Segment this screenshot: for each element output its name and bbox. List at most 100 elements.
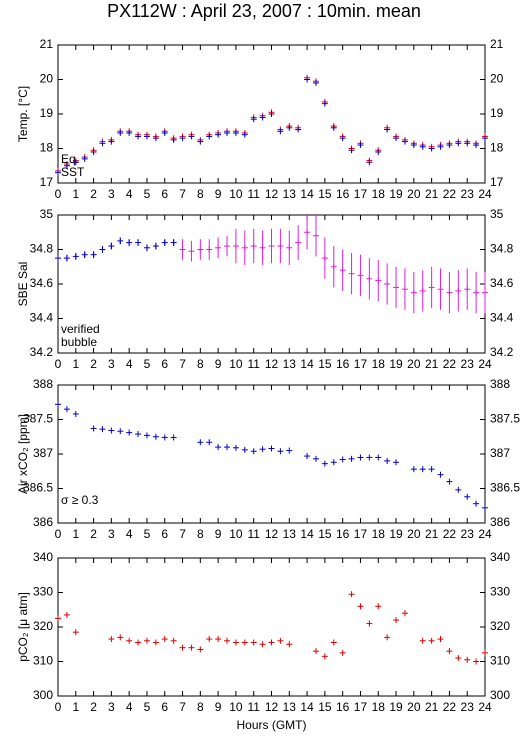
point [366,159,373,166]
point [215,244,222,251]
y-tick-label: 310 [490,654,510,668]
x-tick-label: 21 [425,700,439,714]
point [143,637,150,644]
point [312,648,319,655]
point [188,644,195,651]
point [410,142,417,149]
point [401,286,408,293]
point [126,637,133,644]
point [268,639,275,646]
x-tick-label: 13 [283,187,297,201]
x-tick-label: 22 [443,187,457,201]
x-tick-label: 0 [55,527,62,541]
y-tick-label: 19 [40,106,54,120]
point [188,133,195,140]
x-tick-label: 5 [144,527,151,541]
point [375,454,382,461]
point [90,425,97,432]
x-tick-label: 11 [247,187,260,201]
x-tick-label: 13 [283,357,297,371]
x-tick-label: 16 [336,187,350,201]
point [304,76,311,83]
point [295,239,302,246]
point [419,637,426,644]
point [312,232,319,239]
y-tick-label: 310 [33,654,53,668]
point [268,445,275,452]
point [250,639,257,646]
point [108,427,115,434]
plot-frame [57,384,486,524]
point [286,641,293,648]
point [241,446,248,453]
x-tick-label: 15 [318,187,332,201]
point [63,162,70,169]
point [197,646,204,653]
point [410,466,417,473]
x-tick-label: 22 [443,527,457,541]
point [143,133,150,140]
point [455,486,462,493]
y-tick-label: 34.6 [30,276,54,290]
x-tick-label: 16 [336,527,350,541]
point [55,255,61,262]
point [170,434,177,441]
x-tick-label: 14 [300,187,314,201]
point [161,636,168,643]
point [419,143,426,150]
point [473,658,480,665]
point [259,641,266,648]
x-tick-label: 5 [144,187,151,201]
x-tick-label: 22 [443,357,457,371]
x-tick-label: 15 [318,527,332,541]
point [161,129,168,136]
point [339,135,346,142]
x-tick-label: 17 [354,700,368,714]
y-tick-label: 21 [40,37,54,51]
x-tick-label: 7 [179,527,186,541]
x-tick-label: 1 [72,357,79,371]
point [321,100,328,107]
y-tick-label: 340 [33,550,53,564]
point [108,243,115,250]
point [143,432,150,439]
point [401,610,408,617]
point [126,239,133,246]
point [268,111,275,117]
point [330,263,337,270]
x-tick-label: 19 [389,357,403,371]
y-tick-label: 20 [40,72,54,86]
point [321,653,328,660]
point [410,289,417,296]
x-tick-label: 2 [90,357,97,371]
point [197,138,204,145]
point [135,239,142,246]
plot-frame [57,557,486,697]
point [393,284,400,291]
x-tick-label: 12 [265,357,279,371]
point [250,243,257,250]
point [455,655,462,662]
point [152,243,159,250]
point [250,116,257,123]
x-tick-label: 12 [265,187,279,201]
point [197,246,204,253]
legend-label: SST [61,165,85,179]
point [215,444,222,451]
point [277,128,284,135]
point [135,133,142,140]
point [206,439,213,446]
point [339,649,346,656]
point [437,286,444,293]
x-tick-label: 20 [407,357,421,371]
y-tick-label: 34.2 [30,345,54,359]
point [99,246,106,253]
point [63,255,70,262]
point [232,639,239,646]
y-tick-label: 300 [33,688,53,702]
point [99,140,106,147]
y-tick-label: 388 [33,377,53,391]
y-tick-label: 34.6 [490,276,514,290]
